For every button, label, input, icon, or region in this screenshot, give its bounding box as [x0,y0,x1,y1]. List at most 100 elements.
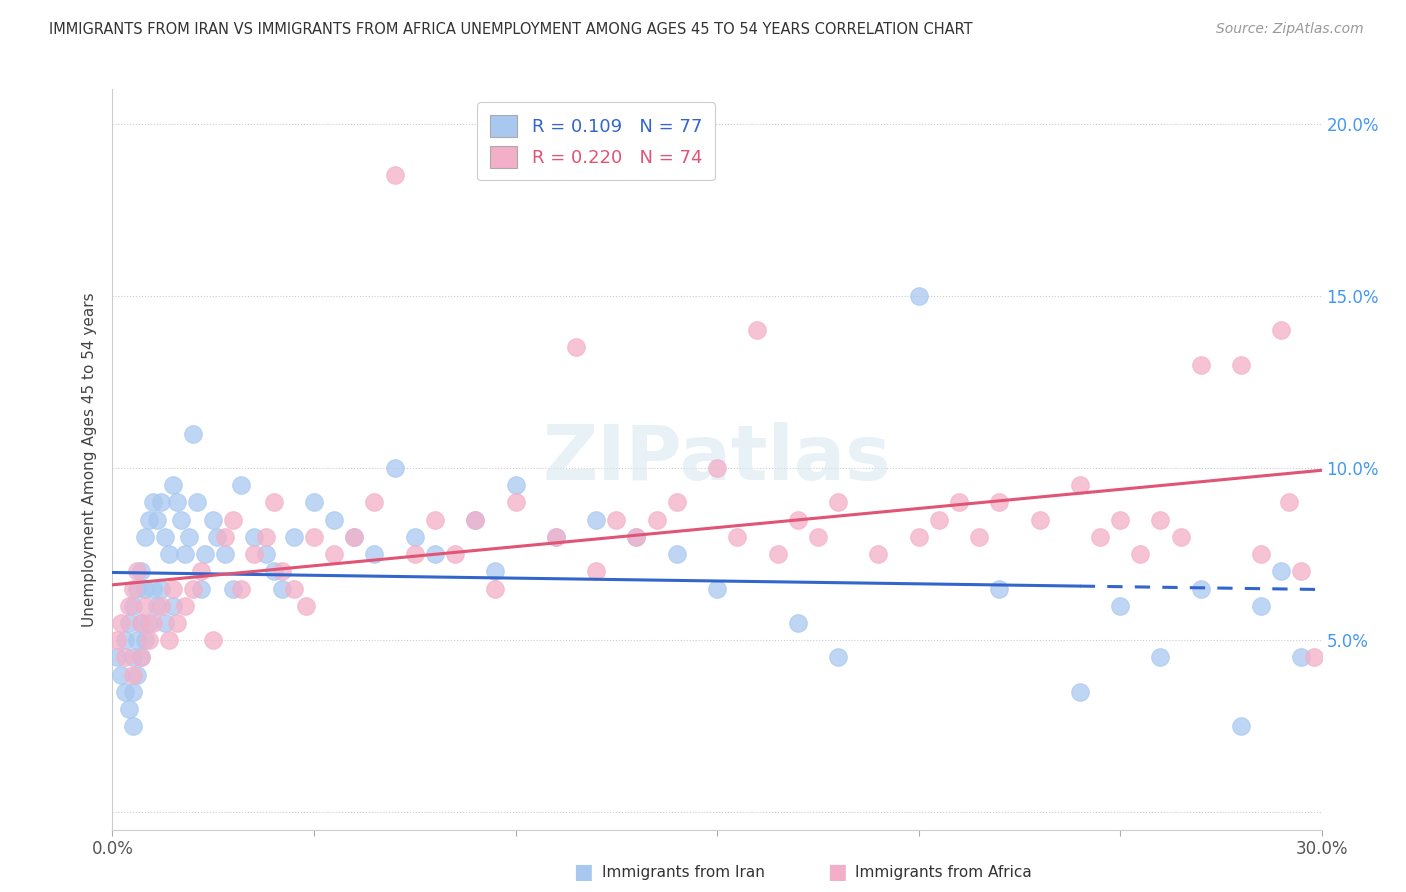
Point [114,685,136,699]
Text: ■: ■ [827,863,846,882]
Point [263,495,285,509]
Point [423,547,446,561]
Point [1149,650,1171,665]
Point [766,547,789,561]
Point [605,513,627,527]
Point [928,513,950,527]
Point [1028,513,1050,527]
Point [988,495,1011,509]
Point [1069,478,1091,492]
Point [162,599,184,613]
Point [146,599,169,613]
Point [1088,530,1111,544]
Point [134,530,156,544]
Point [1230,719,1253,733]
Point [665,547,688,561]
Point [363,547,385,561]
Point [162,478,184,492]
Point [1149,513,1171,527]
Point [121,650,143,665]
Point [464,513,486,527]
Point [1250,547,1272,561]
Point [207,530,229,544]
Point [214,547,236,561]
Point [142,582,165,596]
Point [121,685,143,699]
Point [1291,564,1313,578]
Point [254,547,277,561]
Point [948,495,970,509]
Point [807,530,830,544]
Point [626,530,648,544]
Point [114,633,136,648]
Point [484,564,506,578]
Point [129,615,152,630]
Text: ZIPatlas: ZIPatlas [543,423,891,496]
Point [302,495,325,509]
Point [270,564,292,578]
Point [544,530,567,544]
Point [907,289,929,303]
Point [134,599,156,613]
Point [117,599,139,613]
Point [129,615,152,630]
Point [162,582,184,596]
Point [170,513,193,527]
Point [186,495,208,509]
Point [177,530,200,544]
Point [384,461,406,475]
Point [153,615,176,630]
Point [1189,358,1212,372]
Point [134,582,156,596]
Y-axis label: Unemployment Among Ages 45 to 54 years: Unemployment Among Ages 45 to 54 years [82,292,97,627]
Point [134,633,156,648]
Point [254,530,277,544]
Point [174,599,197,613]
Point [121,599,143,613]
Point [1230,358,1253,372]
Point [626,530,648,544]
Point [190,564,212,578]
Point [505,478,527,492]
Point [138,513,160,527]
Point [343,530,366,544]
Point [464,513,486,527]
Point [645,513,668,527]
Point [110,615,132,630]
Point [295,599,318,613]
Point [105,650,128,665]
Point [125,582,148,596]
Point [242,530,264,544]
Point [1170,530,1192,544]
Point [706,582,728,596]
Point [868,547,890,561]
Point [157,547,180,561]
Text: Immigrants from Africa: Immigrants from Africa [855,865,1032,880]
Point [231,582,253,596]
Point [827,495,849,509]
Point [222,513,245,527]
Point [194,547,217,561]
Point [149,582,172,596]
Point [121,719,143,733]
Point [153,530,176,544]
Point [125,633,148,648]
Point [202,513,225,527]
Point [544,530,567,544]
Point [1291,650,1313,665]
Point [1129,547,1152,561]
Point [142,495,165,509]
Point [174,547,197,561]
Point [117,702,139,716]
Point [1189,582,1212,596]
Point [747,323,769,337]
Point [585,513,607,527]
Point [343,530,366,544]
Point [444,547,467,561]
Point [404,530,426,544]
Point [1302,650,1324,665]
Point [157,633,180,648]
Point [125,667,148,681]
Point [231,478,253,492]
Point [166,615,188,630]
